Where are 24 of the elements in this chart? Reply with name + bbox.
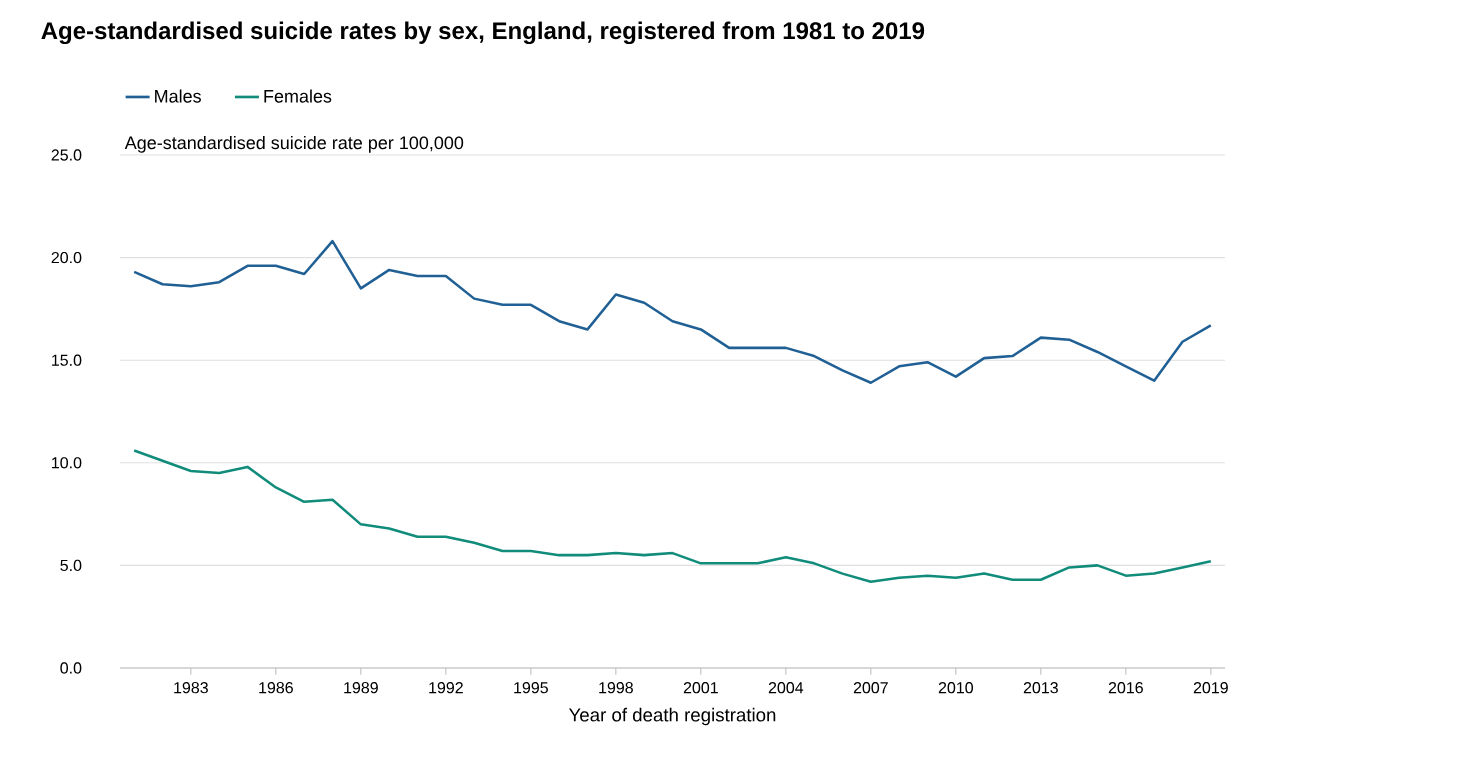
legend-label: Males: [155, 89, 201, 103]
y-axis-title: Age-standardised suicide rate per 100,000: [124, 135, 464, 153]
x-tick-label: 2004: [768, 682, 804, 694]
y-tick-label: 10.0: [52, 457, 82, 469]
x-tick-label: 2010: [938, 682, 974, 694]
x-tick-label: 1989: [344, 682, 378, 694]
y-tick-label: 15.0: [52, 354, 82, 366]
x-tick-label: 2013: [1023, 682, 1058, 694]
y-tick-label: 20.0: [51, 251, 82, 264]
x-tick-label: 2007: [853, 682, 888, 694]
x-tick-label: 1992: [429, 682, 463, 694]
x-tick-label: 1986: [259, 682, 293, 694]
x-tick-label: 2016: [1108, 682, 1143, 694]
chart-title: Age-standardised suicide rates by sex, England, registered from 1981 to 2019: [41, 21, 925, 45]
x-tick-label: 2001: [683, 682, 718, 694]
legend-label: Females: [264, 89, 332, 103]
y-tick-label: 25.0: [51, 149, 82, 161]
x-tick-label: 1983: [174, 682, 208, 694]
y-tick-label: 0.0: [60, 662, 82, 674]
y-tick-label: 5.0: [60, 559, 82, 572]
x-axis-title: Year of death registration: [568, 707, 776, 726]
x-tick-label: 2019: [1193, 682, 1228, 694]
x-tick-label: 1998: [599, 682, 633, 694]
x-tick-label: 1995: [514, 682, 548, 694]
